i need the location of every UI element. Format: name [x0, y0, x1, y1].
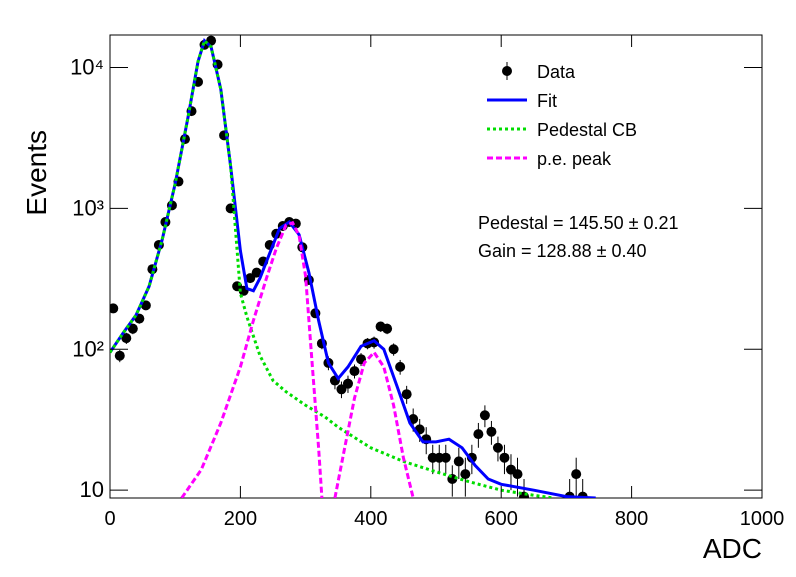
y-axis-title: Events	[21, 130, 52, 216]
data-point	[453, 456, 464, 467]
x-tick-label: 1000	[740, 508, 785, 530]
plot-area	[110, 35, 596, 498]
y-tick-label: 10	[80, 477, 104, 502]
data-point	[245, 273, 256, 284]
data-point	[512, 469, 523, 480]
data-point	[127, 323, 138, 334]
curve	[110, 37, 554, 498]
annotation: Pedestal = 145.50 ± 0.21	[478, 213, 679, 233]
data-point	[499, 452, 510, 463]
data-point	[460, 469, 471, 480]
legend-label: Pedestal CB	[537, 120, 637, 140]
data-point	[336, 384, 347, 395]
data-point	[140, 300, 151, 311]
legend-label: Fit	[537, 91, 557, 111]
data-point	[388, 344, 399, 355]
x-tick-label: 400	[354, 508, 387, 530]
data-point	[401, 389, 412, 400]
annotation: Gain = 128.88 ± 0.40	[478, 241, 647, 261]
data-point	[486, 426, 497, 437]
data-point	[492, 442, 503, 453]
data-point	[382, 323, 393, 334]
data-point	[114, 350, 125, 361]
y-tick-label: 10⁴	[70, 54, 104, 79]
x-tick-label: 200	[224, 508, 257, 530]
legend-label: p.e. peak	[537, 149, 612, 169]
y-tick-label: 10³	[72, 195, 104, 220]
plot-frame	[109, 34, 763, 499]
curve	[180, 220, 415, 498]
data-point	[395, 361, 406, 372]
x-tick-label: 0	[104, 508, 115, 530]
data-point	[571, 469, 582, 480]
data-point	[349, 366, 360, 377]
data-point	[440, 452, 451, 463]
data-point	[110, 303, 119, 314]
data-point	[121, 333, 132, 344]
data-point	[342, 378, 353, 389]
curve	[110, 37, 596, 498]
data-point	[251, 267, 262, 278]
x-tick-label: 800	[615, 508, 648, 530]
y-tick-label: 10²	[72, 336, 104, 361]
x-tick-label: 600	[485, 508, 518, 530]
legend-marker	[502, 66, 512, 76]
x-axis-title: ADC	[703, 533, 762, 564]
legend-label: Data	[537, 62, 576, 82]
data-point	[473, 429, 484, 440]
data-point	[479, 410, 490, 421]
